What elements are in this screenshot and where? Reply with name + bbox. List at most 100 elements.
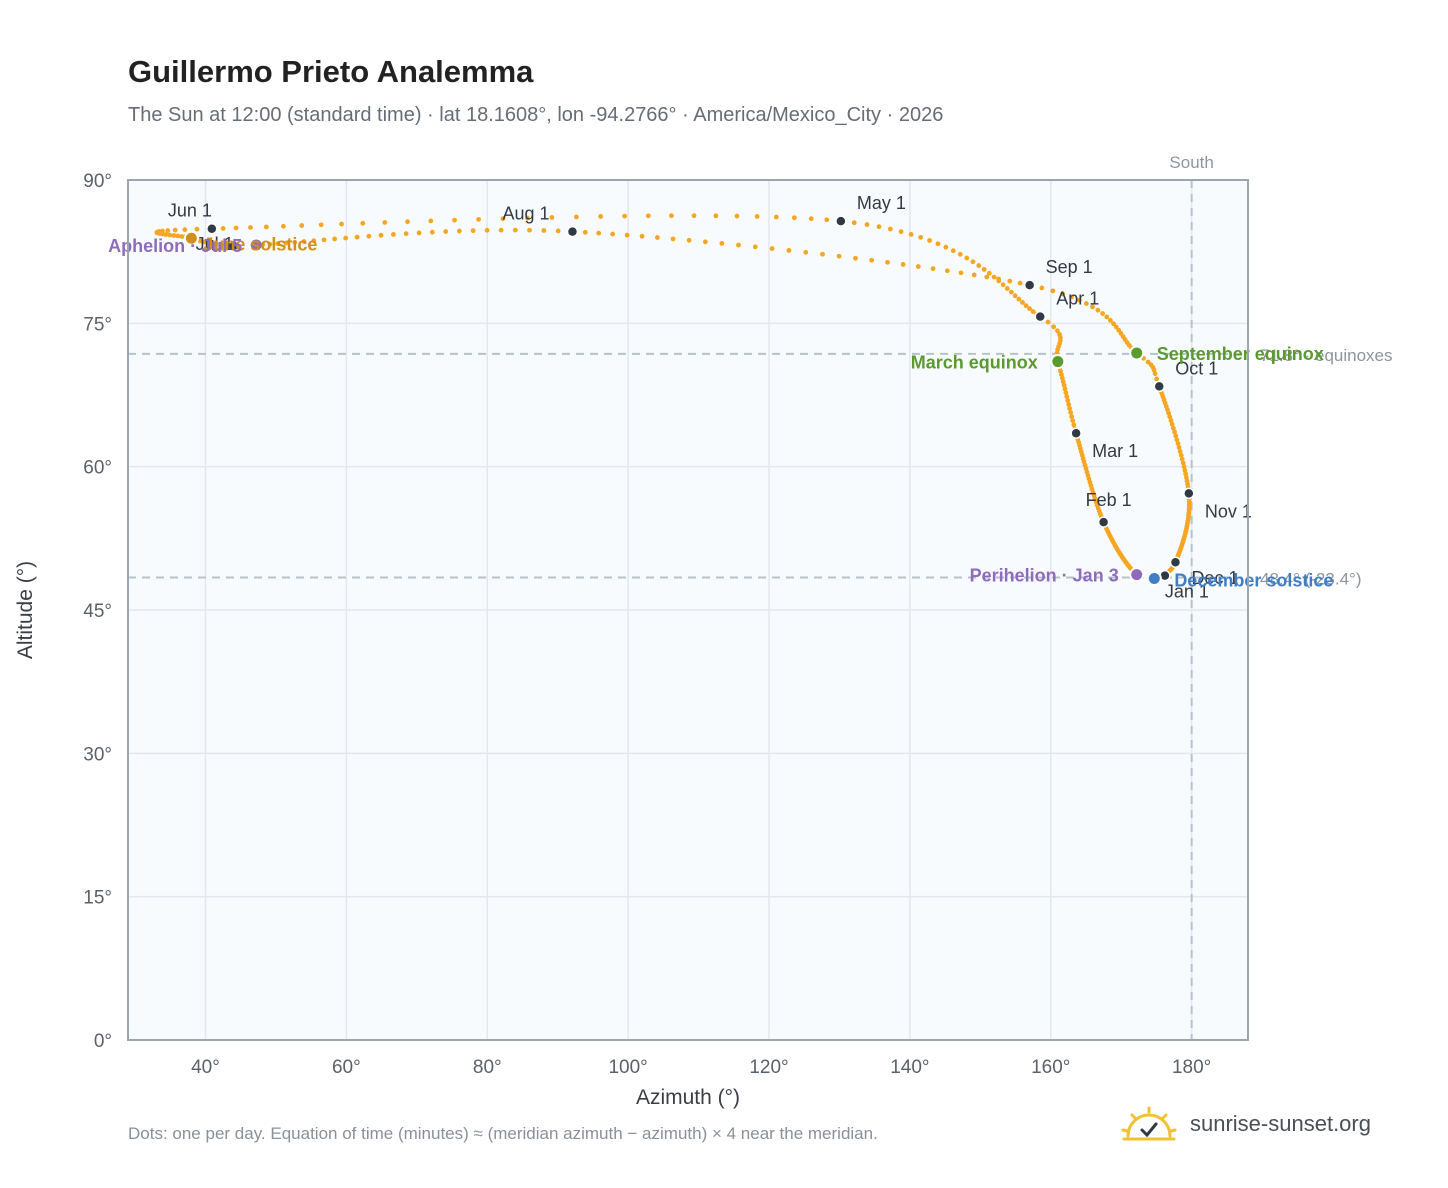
daily-dot — [171, 233, 177, 238]
month-label: Apr 1 — [1056, 289, 1099, 309]
daily-dot — [996, 276, 1002, 282]
daily-dot — [248, 225, 253, 230]
daily-dot — [769, 246, 775, 251]
daily-dot — [1007, 278, 1013, 284]
daily-dot — [773, 214, 779, 220]
daily-dot — [622, 213, 628, 219]
daily-dot — [484, 227, 490, 233]
x-tick-label: 100° — [608, 1057, 647, 1078]
daily-dot — [212, 241, 218, 246]
daily-dot — [1151, 367, 1157, 373]
footnote: Dots: one per day. Equation of time (min… — [128, 1124, 878, 1143]
x-tick-label: 160° — [1031, 1057, 1070, 1078]
daily-dot — [669, 213, 674, 219]
daily-dot — [719, 241, 725, 246]
daily-dot — [299, 223, 305, 228]
daily-dot — [1062, 386, 1068, 392]
daily-dot — [1020, 300, 1025, 305]
daily-dot — [1067, 406, 1073, 411]
daily-dot — [670, 236, 676, 242]
daily-dot — [864, 222, 870, 227]
daily-dot — [197, 238, 203, 244]
daily-dot — [957, 251, 963, 257]
daily-dot — [900, 262, 906, 267]
daily-dot — [163, 232, 169, 237]
daily-dot — [267, 241, 273, 247]
month-marker — [835, 215, 847, 227]
chart-subtitle: The Sun at 12:00 (standard time) · lat 1… — [128, 104, 944, 126]
daily-dot — [1173, 433, 1179, 439]
daily-dot — [986, 270, 992, 276]
daily-dot — [752, 244, 758, 250]
daily-dot — [1182, 467, 1188, 473]
y-axis-label: Altitude (°) — [14, 561, 37, 659]
month-marker — [227, 240, 240, 252]
daily-dot — [935, 241, 941, 247]
daily-dot — [1017, 280, 1023, 286]
brand[interactable]: sunrise-sunset.org — [1120, 1102, 1371, 1146]
daily-dot — [582, 229, 588, 235]
month-label: Mar 1 — [1092, 441, 1138, 461]
daily-dot — [927, 238, 932, 243]
daily-dot — [964, 255, 970, 261]
daily-dot — [555, 228, 561, 234]
daily-dot — [360, 220, 366, 226]
daily-dot — [686, 237, 692, 243]
daily-dot — [898, 229, 904, 235]
daily-dot — [283, 240, 289, 246]
daily-dot — [754, 214, 760, 219]
daily-dot — [885, 259, 890, 265]
daily-dot — [1152, 371, 1158, 377]
daily-dot — [836, 253, 842, 259]
brand-name[interactable]: sunrise-sunset.org — [1190, 1111, 1371, 1136]
daily-dot — [1012, 293, 1018, 299]
daily-dot — [1065, 398, 1071, 403]
month-label: Nov 1 — [1205, 501, 1252, 521]
daily-dot — [1100, 311, 1106, 316]
event-marker — [1146, 570, 1162, 586]
month-marker — [566, 225, 579, 238]
plot-frame — [127, 179, 1249, 1041]
daily-dot — [918, 234, 924, 240]
daily-dot — [803, 249, 809, 255]
daily-dot — [639, 233, 645, 239]
month-label: Aug 1 — [502, 204, 549, 224]
month-marker — [1034, 310, 1046, 323]
daily-dot — [194, 226, 200, 232]
daily-dot — [1057, 331, 1062, 337]
event-marker — [1129, 345, 1145, 361]
daily-dot — [984, 274, 990, 280]
daily-dot — [292, 239, 298, 245]
daily-dot — [1064, 394, 1070, 399]
daily-dot — [887, 226, 893, 232]
daily-dot — [452, 217, 457, 223]
daily-dot — [443, 229, 449, 234]
daily-dot — [573, 214, 579, 220]
daily-dot — [1174, 437, 1180, 443]
daily-dot — [207, 240, 213, 246]
event-label: Aphelion · Jul 5 — [108, 236, 242, 256]
daily-dot — [958, 270, 964, 276]
y-tick-label: 15° — [83, 888, 112, 909]
daily-dot — [1045, 319, 1051, 325]
daily-dot — [1181, 464, 1187, 470]
daily-dot — [1068, 410, 1074, 415]
daily-dot — [428, 218, 434, 224]
daily-dot — [713, 213, 719, 219]
month-label: Jul 1 — [196, 234, 234, 254]
daily-dot — [1095, 307, 1101, 313]
daily-dot — [318, 222, 324, 228]
daily-dot — [1004, 286, 1010, 291]
daily-dot — [220, 226, 226, 231]
event-label: Perihelion · Jan 3 — [970, 566, 1119, 586]
month-marker — [1097, 516, 1110, 528]
daily-dot — [1070, 418, 1076, 424]
daily-dot — [970, 259, 976, 265]
y-tick-label: 0° — [94, 1031, 112, 1052]
month-label: Feb 1 — [1086, 490, 1132, 510]
daily-dot — [791, 215, 797, 221]
daily-dot — [1027, 306, 1032, 312]
daily-dot — [1016, 296, 1022, 302]
daily-dot — [1023, 303, 1029, 309]
